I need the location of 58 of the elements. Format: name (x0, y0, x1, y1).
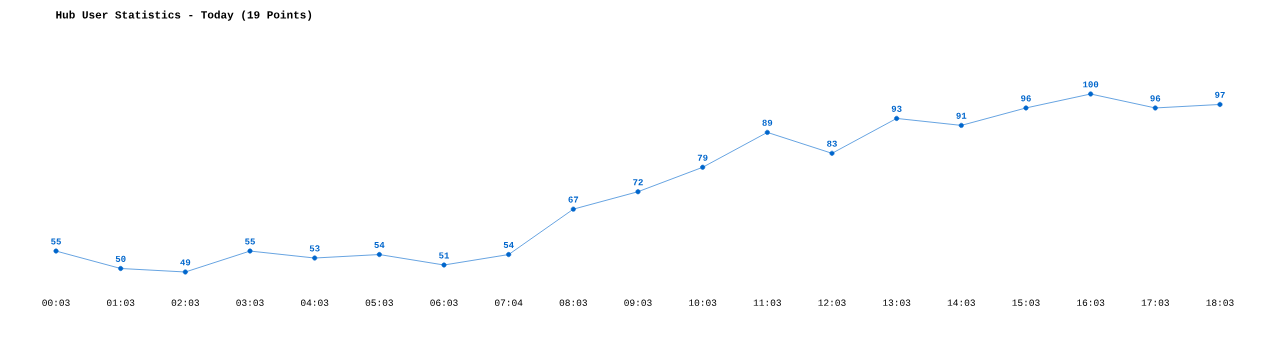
data-label: 53 (309, 245, 320, 252)
point (1217, 101, 1223, 107)
x-tick-label: 00:03 (42, 299, 70, 306)
data-label: 55 (51, 238, 61, 245)
data-label: 96 (1150, 95, 1161, 102)
data-label: 49 (180, 259, 191, 266)
data-label: 55 (245, 238, 255, 245)
x-tick-label: 08:03 (559, 299, 587, 306)
point (635, 189, 641, 195)
point (958, 122, 964, 128)
point (894, 115, 900, 121)
point (376, 252, 382, 258)
data-label: 97 (1215, 91, 1225, 98)
data-label: 91 (956, 112, 967, 119)
data-label: 79 (697, 154, 708, 161)
point (829, 150, 835, 156)
point (506, 252, 512, 258)
x-tick-label: 15:03 (1012, 299, 1040, 306)
x-tick-label: 17:03 (1141, 299, 1169, 306)
chart-title: Hub User Statistics - Today (19 Points) (56, 10, 312, 21)
data-label: 50 (115, 255, 126, 262)
x-tick-label: 04:03 (301, 299, 329, 306)
point (312, 255, 318, 261)
point (700, 164, 706, 170)
x-tick-label: 12:03 (818, 299, 846, 306)
x-tick-label: 14:03 (947, 299, 975, 306)
x-tick-label: 02:03 (171, 299, 199, 306)
x-tick-label: 06:03 (430, 299, 458, 306)
data-label: 54 (503, 241, 514, 249)
point (182, 269, 188, 275)
data-label: 54 (374, 241, 385, 249)
data-label: 83 (827, 140, 837, 147)
data-label: 72 (633, 179, 643, 186)
x-tick-label: 07:04 (495, 299, 523, 306)
point (1152, 105, 1158, 111)
point (441, 262, 447, 268)
point (118, 266, 124, 271)
data-label: 51 (439, 252, 450, 259)
x-tick-label: 09:03 (624, 299, 652, 306)
data-label: 67 (568, 196, 579, 203)
data-label: 100 (1083, 81, 1099, 88)
data-label: 89 (762, 119, 773, 126)
point (570, 206, 576, 212)
data-label: 96 (1021, 95, 1031, 102)
point (764, 129, 770, 135)
x-tick-label: 18:03 (1206, 299, 1234, 306)
data-label: 93 (891, 105, 902, 112)
x-tick-label: 13:03 (883, 299, 911, 306)
x-tick-label: 11:03 (753, 299, 781, 306)
x-tick-label: 16:03 (1077, 299, 1105, 306)
point (1088, 91, 1094, 97)
x-tick-label: 03:03 (236, 299, 264, 306)
point (247, 248, 253, 254)
point (53, 248, 59, 254)
x-tick-label: 10:03 (689, 299, 717, 306)
x-tick-label: 01:03 (107, 299, 135, 306)
x-tick-label: 05:03 (365, 299, 393, 306)
point (1023, 105, 1029, 111)
